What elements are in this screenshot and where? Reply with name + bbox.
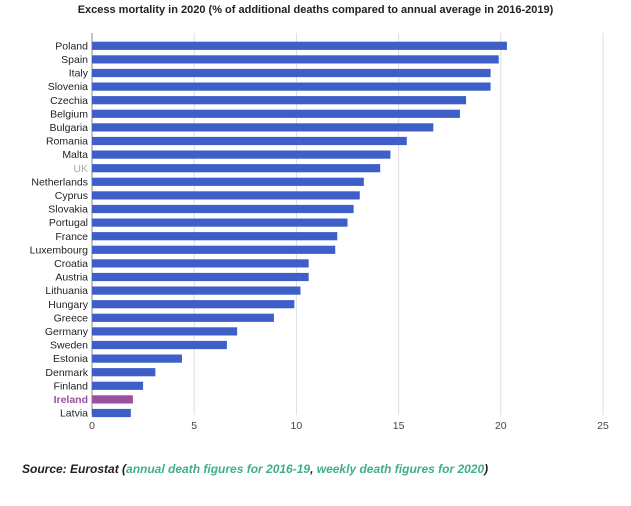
category-label: Finland [54,380,89,392]
source-separator: , [310,462,317,476]
category-label: Malta [62,149,88,161]
bar-denmark [92,368,156,377]
category-label: Czechia [50,95,88,107]
bar-spain [92,55,499,64]
category-label: Luxembourg [30,244,89,256]
category-label: Ireland [54,394,88,406]
category-label: Slovakia [48,204,88,216]
category-label: Netherlands [31,176,88,188]
bar-romania [92,136,407,146]
category-label: France [55,231,88,243]
bar-croatia [92,259,309,268]
bar-cyprus [92,191,360,200]
bar-netherlands [92,177,364,186]
category-label: Slovenia [48,81,88,93]
category-label: Hungary [48,299,88,311]
bar-lithuania [92,286,301,295]
x-tick-labels: 0 5 10 15 20 25 [89,420,609,432]
category-label: Belgium [50,108,88,120]
bar-portugal [92,218,348,227]
bar-malta [92,150,391,159]
bar-ireland [92,395,133,404]
category-label: Latvia [60,408,88,420]
bar-poland [92,41,507,50]
bar-latvia [92,408,131,418]
x-tick-label: 25 [597,420,609,432]
category-label: Denmark [45,367,88,379]
category-label: Germany [45,326,89,338]
category-label: Spain [61,54,88,66]
bar-belgium [92,109,460,118]
bar-estonia [92,354,182,363]
bar-austria [92,272,309,282]
bar-finland [92,381,144,390]
category-label: Greece [54,312,89,324]
x-tick-label: 5 [191,420,197,432]
bar-czechia [92,96,467,105]
bar-uk [92,164,381,173]
category-label: Croatia [54,258,88,270]
category-label: Italy [69,68,89,80]
bar-slovakia [92,204,354,214]
x-tick-label: 15 [393,420,405,432]
x-tick-label: 0 [89,420,95,432]
annual-death-figures-link[interactable]: annual death figures for 2016-19 [126,462,311,476]
category-label: Estonia [53,353,88,365]
bar-layer [92,41,507,418]
source-suffix: ) [484,462,489,476]
category-label: Romania [46,136,88,148]
source-prefix: Source: Eurostat ( [22,462,127,476]
source-note: Source: Eurostat (annual death figures f… [22,462,488,476]
bar-bulgaria [92,123,434,132]
bar-france [92,232,338,241]
x-tick-label: 10 [291,420,303,432]
bar-germany [92,327,238,336]
category-label: Austria [55,272,88,284]
category-label: Sweden [50,340,88,352]
weekly-death-figures-link[interactable]: weekly death figures for 2020 [316,462,485,476]
category-label: Bulgaria [49,122,88,134]
bar-italy [92,68,491,78]
category-label: Cyprus [55,190,88,202]
category-label: Portugal [49,217,88,229]
bar-sweden [92,340,227,350]
bar-luxembourg [92,245,336,254]
chart-title: Excess mortality in 2020 (% of additiona… [77,4,554,16]
category-label: Poland [55,40,88,52]
category-label: UK [73,163,88,175]
x-tick-label: 20 [495,420,507,432]
bar-greece [92,313,274,322]
bar-hungary [92,300,295,309]
category-label: Lithuania [45,285,88,297]
bar-slovenia [92,82,491,91]
